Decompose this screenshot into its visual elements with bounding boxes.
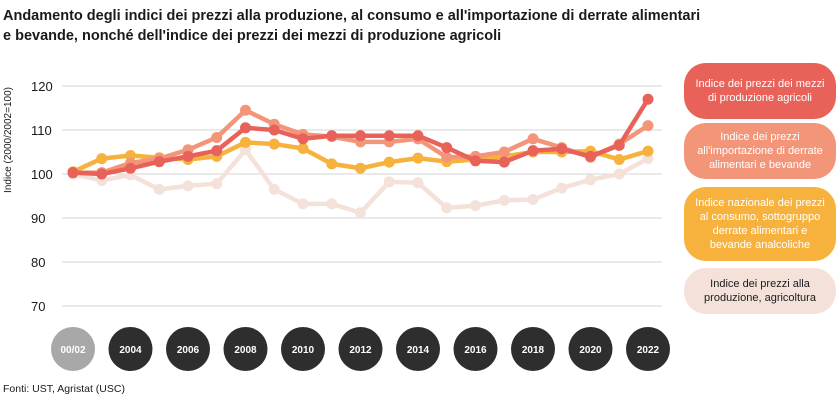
data-point [613, 168, 625, 180]
data-point [498, 146, 510, 158]
data-point [383, 156, 395, 168]
y-tick-label: 80 [31, 255, 45, 270]
data-point [585, 174, 596, 186]
x-tick-badge [281, 327, 325, 371]
data-point [383, 176, 395, 188]
legend-item-produzione-agricoltura: Indice dei prezzi alla produzione, agric… [684, 268, 836, 314]
source-note: Fonti: UST, Agristat (USC) [3, 383, 125, 395]
data-point [412, 177, 424, 189]
x-tick-label: 2004 [119, 345, 142, 356]
legend-label: Indice nazionale dei prezzi al consumo, … [695, 197, 825, 251]
data-point [268, 124, 280, 136]
data-point [297, 198, 309, 210]
data-point [527, 133, 539, 145]
x-tick-label: 2010 [292, 345, 315, 356]
y-tick-label: 70 [31, 299, 45, 314]
data-point [470, 200, 481, 212]
x-tick-label: 00/02 [60, 345, 85, 356]
data-point [441, 151, 453, 163]
data-point [211, 178, 223, 190]
x-tick-badge [396, 327, 440, 371]
legend-item-consumo: Indice nazionale dei prezzi al consumo, … [684, 187, 836, 261]
data-point [96, 168, 108, 180]
data-point [355, 162, 366, 174]
data-point [211, 131, 223, 143]
y-axis-label: Indice (2000/2002=100) [3, 87, 14, 193]
data-point [613, 153, 625, 165]
data-point [96, 153, 108, 165]
x-tick-badge [453, 327, 498, 371]
data-point [240, 136, 251, 148]
x-tick-badge [338, 327, 383, 371]
x-tick-label: 2006 [177, 345, 200, 356]
legend-item-mezzi-produzione: Indice dei prezzi dei mezzi di produzion… [684, 63, 836, 119]
data-point [412, 152, 424, 164]
x-axis: 00/02 2004 2006 2008 2010 2012 2014 2016 2018 202… [51, 327, 670, 371]
data-point [268, 138, 280, 150]
data-point [527, 145, 539, 157]
data-point [498, 156, 510, 168]
data-point [556, 143, 568, 155]
y-tick-label: 120 [31, 79, 53, 94]
data-point [182, 180, 194, 192]
data-point [383, 130, 395, 142]
x-tick-label: 2014 [407, 345, 430, 356]
data-point [585, 150, 596, 162]
data-point [240, 104, 251, 116]
y-tick-label: 90 [31, 211, 45, 226]
series-3 [67, 93, 654, 180]
data-point [441, 142, 453, 154]
y-axis: 70 80 90 100 110 120 [31, 79, 53, 314]
data-point [441, 202, 453, 214]
data-point [470, 155, 481, 167]
data-point [326, 130, 338, 142]
data-point [240, 122, 251, 134]
x-tick-badge [568, 327, 613, 371]
y-tick-label: 110 [31, 123, 52, 138]
x-tick-label: 2008 [234, 345, 257, 356]
x-tick-badge [108, 327, 153, 371]
x-tick-label: 2020 [579, 345, 602, 356]
data-point [211, 145, 223, 157]
data-point [297, 133, 309, 145]
y-tick-label: 100 [31, 167, 53, 182]
data-point [153, 156, 165, 168]
x-tick-label: 2018 [522, 345, 545, 356]
data-point [326, 198, 338, 210]
x-tick-badge [51, 327, 95, 371]
data-point [527, 194, 539, 206]
x-tick-label: 2012 [349, 345, 372, 356]
data-point [326, 158, 338, 170]
legend-label: Indice dei prezzi dei mezzi di produzion… [695, 78, 825, 104]
data-point [642, 93, 654, 105]
data-point [412, 130, 424, 142]
data-point [297, 142, 309, 154]
data-point [182, 150, 194, 162]
x-tick-badge [166, 327, 210, 371]
series-lines [67, 93, 654, 219]
x-tick-badge [223, 327, 268, 371]
data-point [498, 194, 510, 206]
legend-label: Indice dei prezzi all'importazione di de… [697, 131, 823, 171]
data-point [125, 162, 136, 174]
legend-item-importazione: Indice dei prezzi all'importazione di de… [684, 123, 836, 179]
x-tick-label: 2016 [464, 345, 487, 356]
data-point [613, 139, 625, 151]
data-point [355, 130, 366, 142]
x-tick-badge [511, 327, 555, 371]
data-point [355, 207, 366, 219]
data-point [642, 120, 654, 132]
x-tick-label: 2022 [637, 345, 660, 356]
chart-title: Andamento degli indici dei prezzi alla p… [3, 8, 701, 44]
data-point [153, 183, 165, 195]
data-point [556, 182, 568, 194]
gridlines [62, 85, 662, 307]
data-point [642, 145, 654, 157]
data-point [67, 167, 79, 179]
data-point [268, 183, 280, 195]
legend-label: Indice dei prezzi alla produzione, agric… [704, 278, 816, 304]
x-tick-badge [626, 327, 670, 371]
